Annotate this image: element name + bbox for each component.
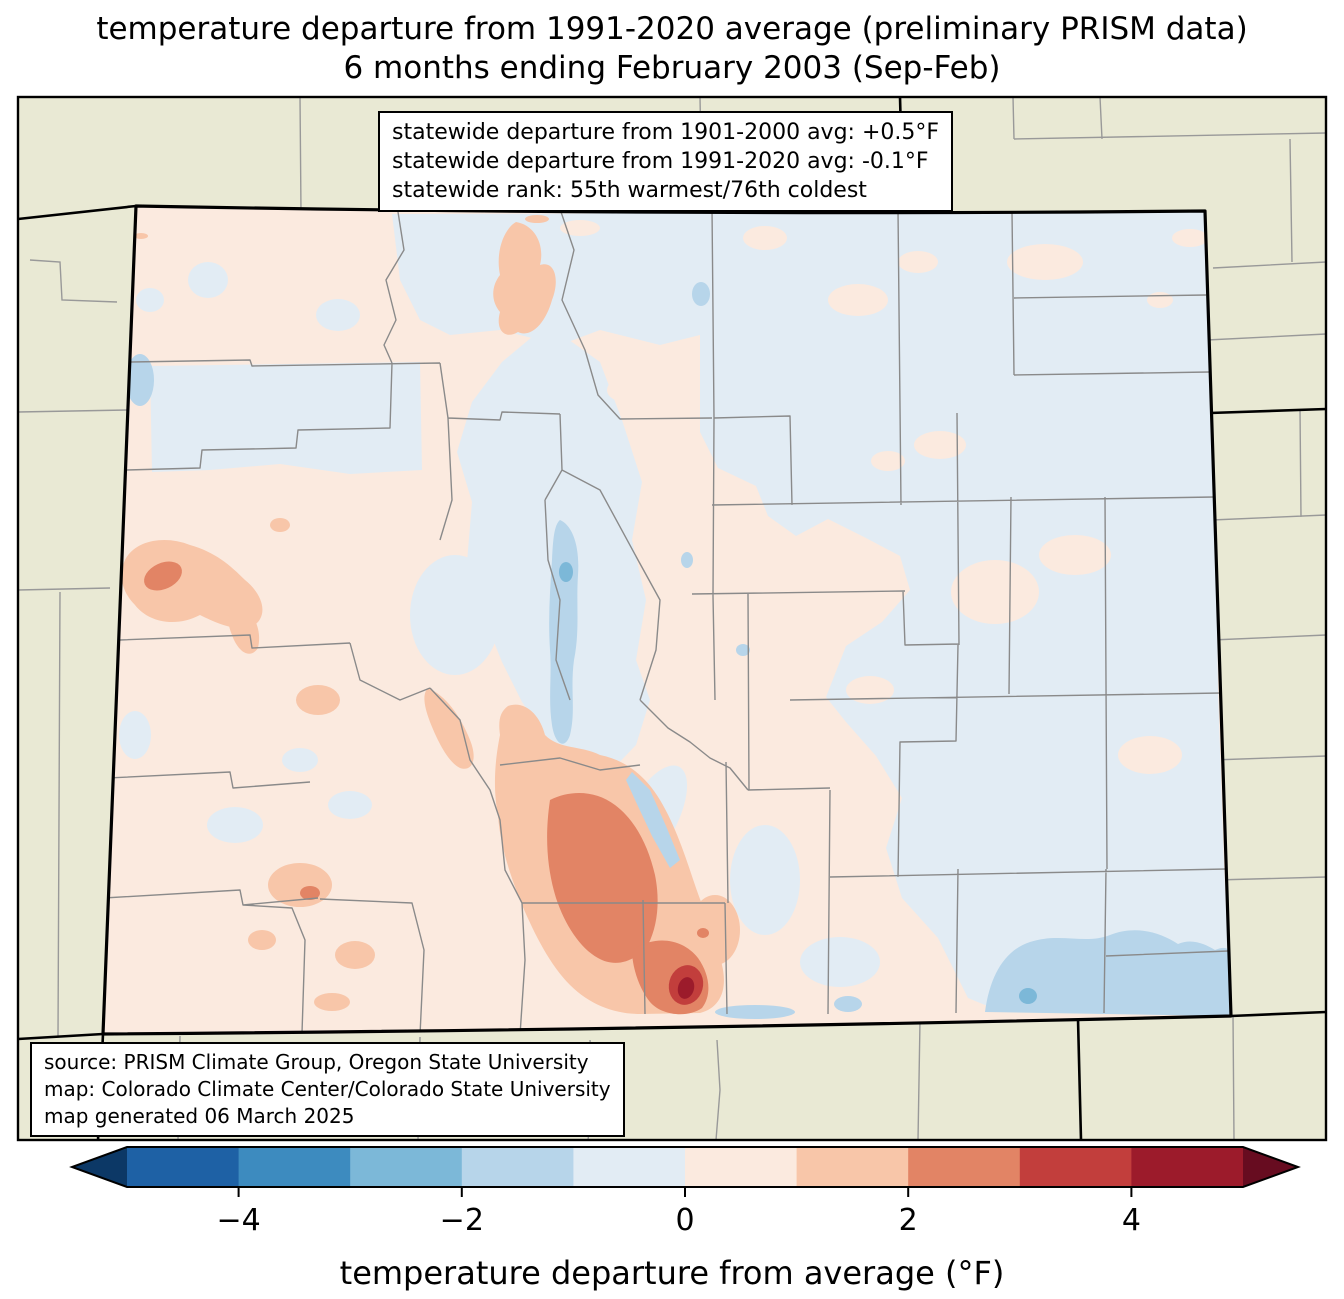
source-line-2: map: Colorado Climate Center/Colorado St… [44, 1077, 611, 1101]
stats-line-3: statewide rank: 55th warmest/76th coldes… [392, 178, 867, 203]
source-credit-box: source: PRISM Climate Group, Oregon Stat… [30, 1042, 625, 1137]
anomaly-islands-0-1 [560, 220, 1208, 1003]
colorbar-segments [72, 1147, 1298, 1187]
colorbar-axis-label: temperature departure from average (°F) [339, 1254, 1005, 1292]
colorbar-tick-marks [237, 1187, 1133, 1197]
title-line-1: temperature departure from 1991-2020 ave… [96, 11, 1248, 47]
anomaly-dots-cool-3 [559, 562, 1037, 1004]
map-frame [16, 95, 1328, 1142]
colorbar-tick-neg2: −2 [439, 1203, 484, 1238]
figure-title: temperature departure from 1991-2020 ave… [0, 10, 1344, 88]
colorbar-over-arrow [1243, 1147, 1298, 1187]
colorbar-tick-0: 0 [675, 1203, 695, 1238]
source-line-3: map generated 06 March 2025 [44, 1104, 355, 1128]
anomaly-cores-hot [668, 965, 704, 1005]
colorbar-under-arrow [72, 1147, 127, 1187]
stats-line-1: statewide departure from 1901-2000 avg: … [392, 120, 940, 145]
anomaly-regions-cool-2 [126, 282, 1231, 1019]
statewide-stats-box: statewide departure from 1901-2000 avg: … [378, 111, 954, 212]
stats-line-2: statewide departure from 1991-2020 avg: … [392, 149, 929, 174]
colorbar-tick-4: 4 [1121, 1203, 1141, 1238]
colorbar-tick-2: 2 [898, 1203, 918, 1238]
colorbar-outline [69, 1146, 1301, 1188]
anomaly-regions-cool-1 [119, 212, 1231, 1016]
colorbar [69, 1146, 1301, 1197]
anomaly-regions-warm-2-3 [144, 561, 709, 1015]
colorbar-tick-neg4: −4 [216, 1203, 261, 1238]
county-lines [103, 207, 1229, 1034]
source-line-1: source: PRISM Climate Group, Oregon Stat… [44, 1050, 589, 1074]
title-line-2: 6 months ending February 2003 (Sep-Feb) [343, 50, 1001, 86]
